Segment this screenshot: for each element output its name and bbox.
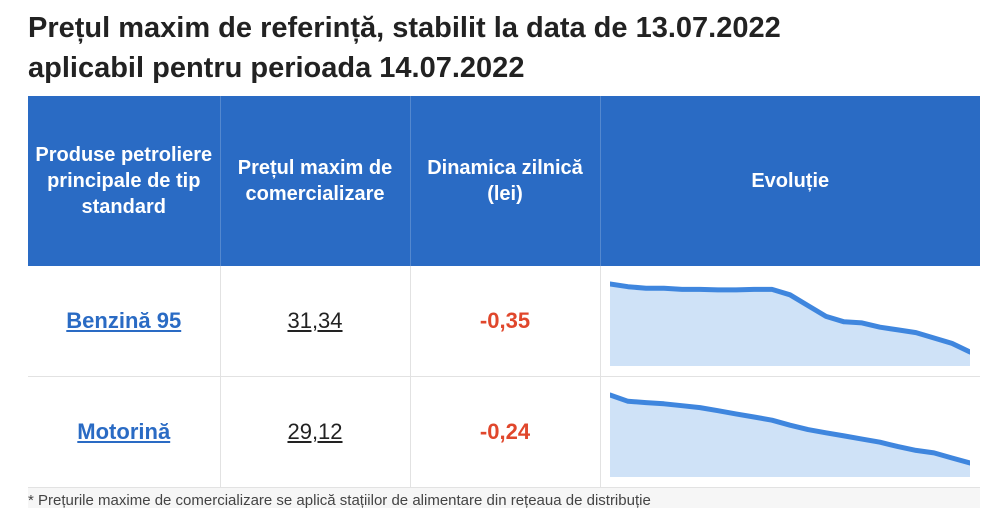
sparkline-area <box>610 395 971 477</box>
sparkline-line <box>610 281 971 355</box>
sparkline-line <box>610 392 971 466</box>
title-line-2: aplicabil pentru perioada 14.07.2022 <box>28 52 525 84</box>
price-table: Produse petroliere principale de tip sta… <box>28 96 980 488</box>
dynamic-value: -0,35 <box>479 308 531 333</box>
header-product: Produse petroliere principale de tip sta… <box>28 96 221 266</box>
sparkline-area <box>610 284 971 366</box>
table-row: Benzină 95 31,34 -0,35 <box>28 266 980 377</box>
header-dynamic: Dinamica zilnică (lei) <box>410 96 601 266</box>
product-link-motorina[interactable]: Motorină <box>77 419 171 444</box>
table-header-row: Produse petroliere principale de tip sta… <box>28 96 980 266</box>
price-table-container: Produse petroliere principale de tip sta… <box>28 96 980 508</box>
dynamic-value: -0,24 <box>479 419 531 444</box>
evolution-sparkline <box>610 281 971 366</box>
header-price: Prețul maxim de comercializare <box>220 96 411 266</box>
page-title: Prețul maxim de referință, stabilit la d… <box>28 8 988 88</box>
header-evolution: Evoluție <box>600 96 980 266</box>
product-link-benzina-95[interactable]: Benzină 95 <box>66 308 182 333</box>
price-value: 31,34 <box>287 308 343 333</box>
evolution-sparkline <box>610 392 971 477</box>
price-value: 29,12 <box>287 419 343 444</box>
footnote: * Prețurile maxime de comercializare se … <box>28 492 651 509</box>
table-row: Motorină 29,12 -0,24 <box>28 376 980 488</box>
title-line-1: Prețul maxim de referință, stabilit la d… <box>28 12 781 44</box>
